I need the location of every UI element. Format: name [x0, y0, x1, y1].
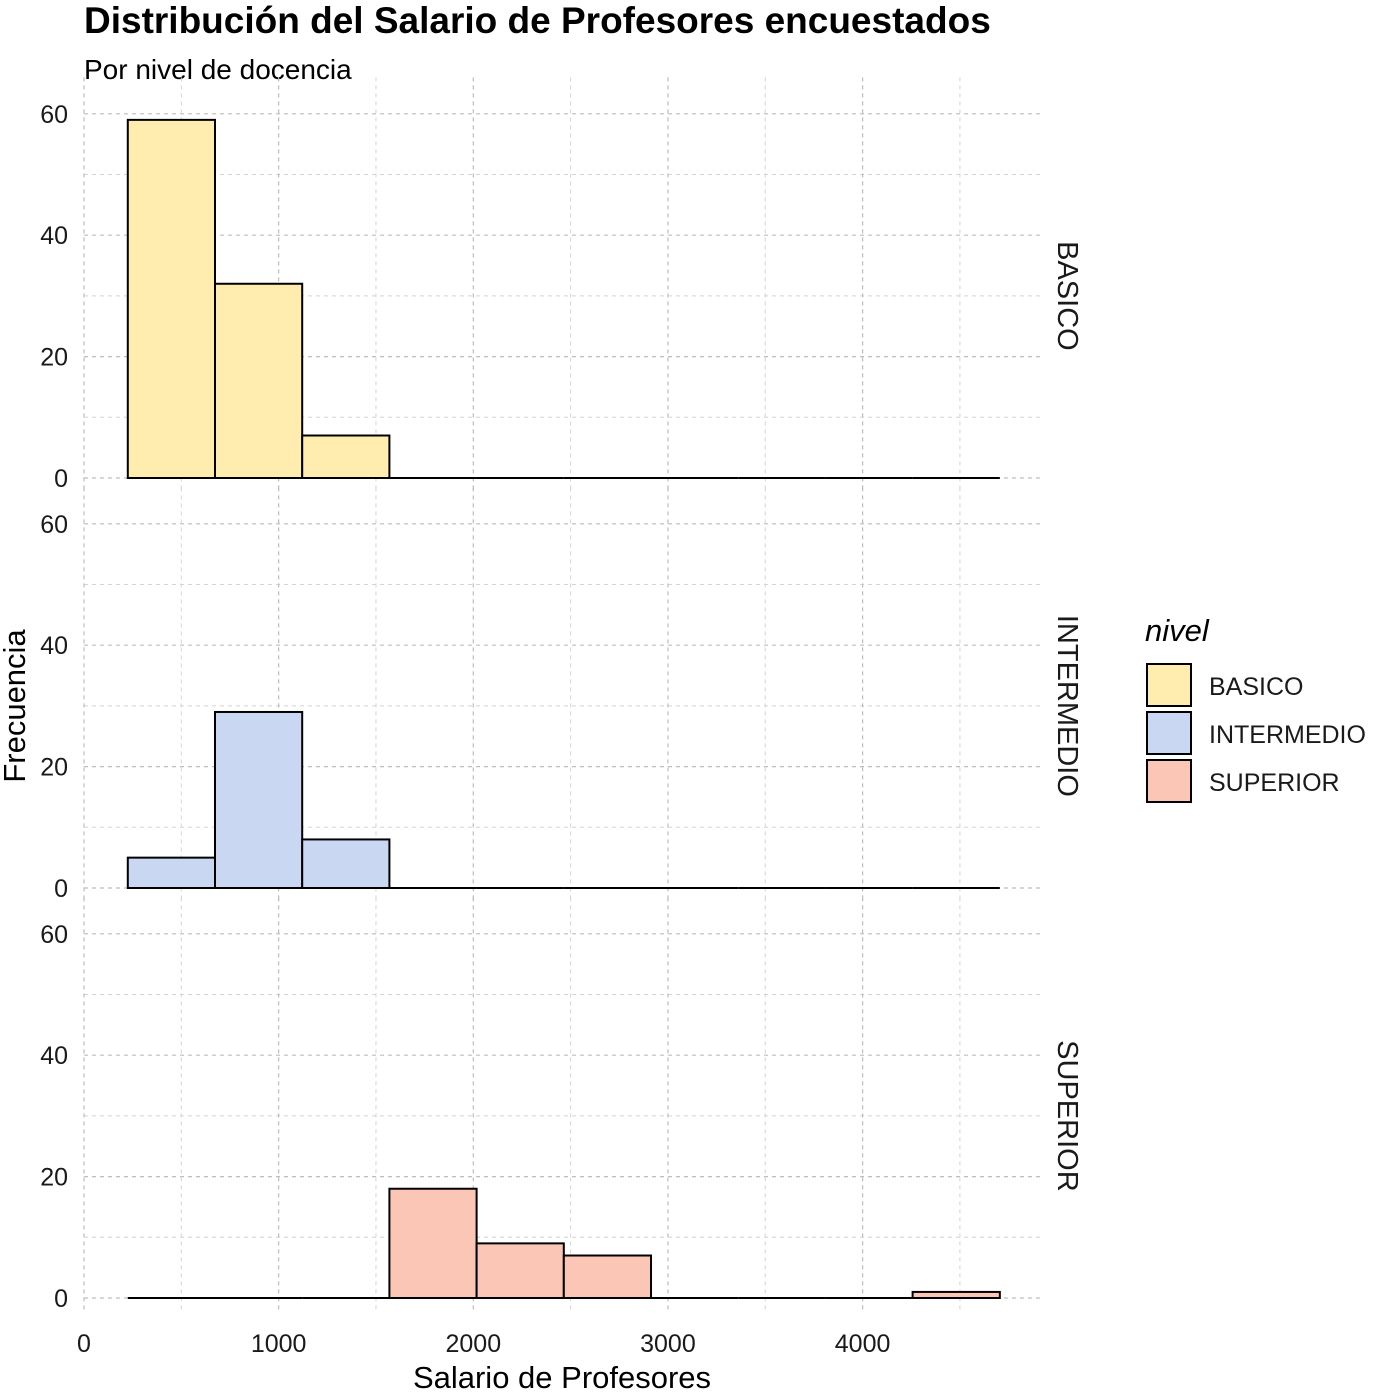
y-tick-label: 0 — [54, 875, 68, 903]
legend-title: nivel — [1145, 613, 1210, 648]
y-tick-label: 60 — [40, 511, 68, 539]
y-tick-label: 40 — [40, 1042, 68, 1070]
facet-strip-label: BASICO — [1051, 241, 1083, 351]
y-tick-label: 60 — [40, 921, 68, 949]
facet-strip-label: SUPERIOR — [1051, 1040, 1083, 1191]
histogram-bar — [562, 1254, 653, 1300]
y-tick-label: 60 — [40, 101, 68, 129]
x-axis-title: Salario de Profesores — [413, 1360, 711, 1395]
histogram-bar — [301, 434, 391, 480]
legend-label: SUPERIOR — [1209, 769, 1340, 797]
legend-swatch — [1146, 711, 1192, 755]
histogram-bar — [213, 710, 304, 889]
legend-swatch — [1146, 663, 1192, 707]
histogram-bar — [126, 118, 216, 480]
y-axis-title: Frecuencia — [0, 629, 32, 783]
histogram-bar — [301, 838, 391, 890]
x-tick-label: 3000 — [640, 1330, 696, 1358]
x-tick-label: 2000 — [445, 1330, 501, 1358]
y-tick-label: 20 — [40, 1164, 68, 1192]
y-tick-label: 0 — [54, 465, 68, 493]
y-tick-label: 20 — [40, 344, 68, 372]
facet-strip-label: INTERMEDIO — [1051, 615, 1083, 797]
x-tick-label: 1000 — [251, 1330, 307, 1358]
y-tick-label: 40 — [40, 222, 68, 250]
x-tick-label: 4000 — [835, 1330, 891, 1358]
histogram-bar — [475, 1242, 565, 1299]
histogram-bar — [388, 1187, 478, 1299]
legend-label: INTERMEDIO — [1209, 721, 1366, 749]
histogram-bar — [126, 856, 216, 890]
y-tick-label: 0 — [54, 1285, 68, 1313]
y-tick-label: 40 — [40, 632, 68, 660]
y-tick-label: 20 — [40, 754, 68, 782]
chart-subtitle: Por nivel de docencia — [84, 54, 352, 85]
histogram-bar — [213, 282, 304, 480]
legend-swatch — [1146, 759, 1192, 803]
legend-label: BASICO — [1209, 673, 1303, 701]
chart-title: Distribución del Salario de Profesores e… — [84, 0, 991, 41]
x-tick-label: 0 — [77, 1330, 91, 1358]
histogram-bar — [911, 1290, 1001, 1300]
